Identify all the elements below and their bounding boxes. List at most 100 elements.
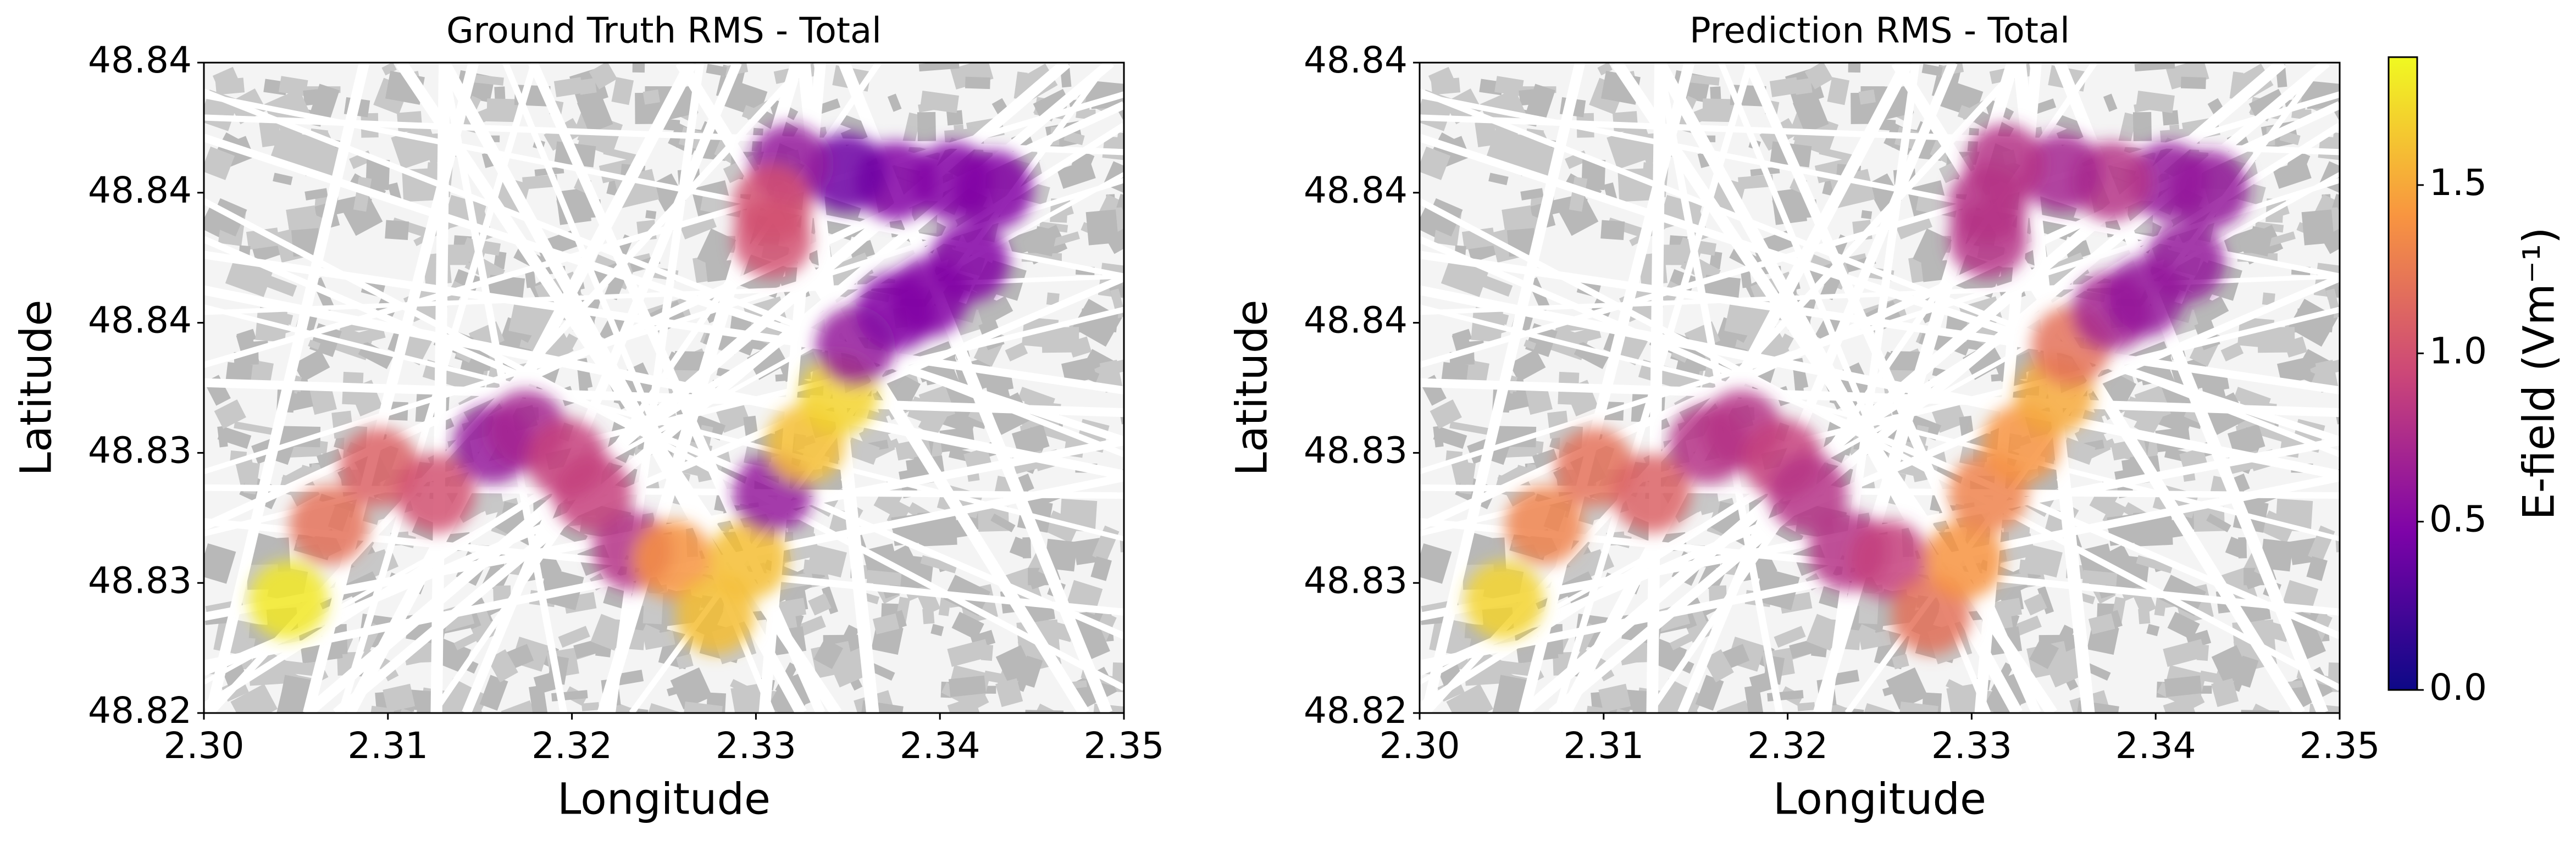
x-tick-label: 2.35 xyxy=(2300,725,2380,767)
building xyxy=(990,513,1016,532)
building xyxy=(1068,362,1100,383)
building xyxy=(2306,556,2328,581)
building xyxy=(1475,120,1498,148)
building xyxy=(954,124,964,134)
building xyxy=(385,220,409,241)
point xyxy=(929,222,1009,302)
building xyxy=(965,76,990,90)
building xyxy=(1581,159,1606,190)
building xyxy=(1073,538,1103,565)
building xyxy=(1703,649,1734,683)
x-tick-label: 2.34 xyxy=(900,725,980,767)
building xyxy=(487,649,518,683)
building xyxy=(2334,187,2340,222)
building xyxy=(680,215,717,240)
building xyxy=(2164,675,2202,698)
axes-frame xyxy=(203,62,1125,714)
point xyxy=(733,199,812,279)
building xyxy=(1774,626,1806,648)
building xyxy=(2107,544,2136,578)
building xyxy=(2319,161,2340,198)
building xyxy=(204,146,235,180)
building xyxy=(215,77,245,95)
building xyxy=(902,112,922,146)
chart-title: Prediction RMS - Total xyxy=(1689,11,2070,52)
building xyxy=(471,710,492,713)
building xyxy=(1599,666,1615,682)
building xyxy=(1858,89,1876,105)
building xyxy=(1962,342,2004,380)
building xyxy=(803,559,828,576)
building xyxy=(866,570,902,586)
building xyxy=(887,93,902,112)
building xyxy=(558,626,590,648)
building xyxy=(1896,215,1932,240)
building xyxy=(1710,86,1721,101)
building xyxy=(1509,349,1546,382)
building xyxy=(821,586,839,615)
building xyxy=(236,328,257,344)
building xyxy=(1420,146,1451,180)
building xyxy=(1461,227,1496,250)
building xyxy=(891,544,921,578)
building xyxy=(1033,88,1071,119)
street xyxy=(396,63,842,713)
building xyxy=(365,159,390,190)
building xyxy=(293,349,330,382)
building xyxy=(1042,327,1079,353)
building xyxy=(918,63,960,72)
building xyxy=(577,93,613,134)
building xyxy=(930,623,944,637)
building xyxy=(529,684,549,713)
street xyxy=(1420,285,2340,480)
building xyxy=(1113,356,1124,374)
building xyxy=(2284,362,2315,383)
building xyxy=(948,675,987,698)
y-tick-label: 48.82 xyxy=(88,689,192,732)
building xyxy=(1827,77,1850,105)
building xyxy=(470,74,504,86)
building xyxy=(845,437,880,465)
building xyxy=(214,399,246,429)
building xyxy=(2089,480,2121,516)
building xyxy=(522,174,558,190)
building xyxy=(259,273,297,297)
colorbar xyxy=(2387,56,2418,691)
y-tick-label: 48.84 xyxy=(1304,39,1408,81)
building xyxy=(217,426,252,449)
building xyxy=(1744,684,1764,713)
building xyxy=(1488,172,1509,186)
building xyxy=(1687,710,1708,713)
building xyxy=(1738,174,1774,190)
building xyxy=(2134,63,2175,72)
x-tick-label: 2.32 xyxy=(531,725,612,767)
building xyxy=(2146,623,2160,637)
building xyxy=(642,89,661,105)
building xyxy=(1468,532,1492,552)
building xyxy=(828,648,871,688)
x-tick-label: 2.32 xyxy=(1747,725,1828,767)
building xyxy=(2061,437,2096,465)
building xyxy=(1024,710,1064,713)
building xyxy=(1431,77,1461,95)
building xyxy=(1520,188,1544,200)
y-tick-label: 48.84 xyxy=(88,169,192,211)
building xyxy=(947,639,990,667)
building xyxy=(479,675,508,711)
x-tick-label: 2.33 xyxy=(716,725,796,767)
street xyxy=(204,378,1124,417)
building xyxy=(1039,618,1074,642)
building xyxy=(1118,187,1124,222)
y-axis-label: Latitude xyxy=(1227,299,1277,476)
building xyxy=(2180,76,2206,90)
building xyxy=(273,172,293,186)
colorbar-tick-label: 0.5 xyxy=(2429,498,2487,541)
building xyxy=(2132,112,2152,142)
building xyxy=(2088,613,2115,634)
building xyxy=(1449,421,1489,435)
building xyxy=(2289,538,2319,565)
axes-frame xyxy=(1419,62,2341,714)
building xyxy=(1039,425,1076,444)
building xyxy=(676,654,694,670)
